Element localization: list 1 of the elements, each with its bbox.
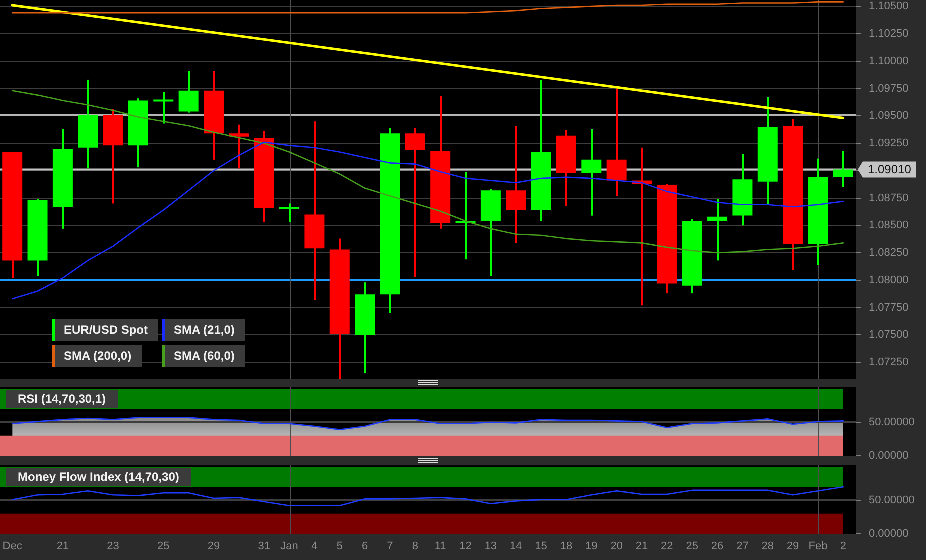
x-tick-label: Dec [2, 540, 23, 553]
